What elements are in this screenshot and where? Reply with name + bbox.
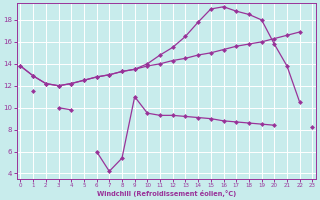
X-axis label: Windchill (Refroidissement éolien,°C): Windchill (Refroidissement éolien,°C) <box>97 190 236 197</box>
